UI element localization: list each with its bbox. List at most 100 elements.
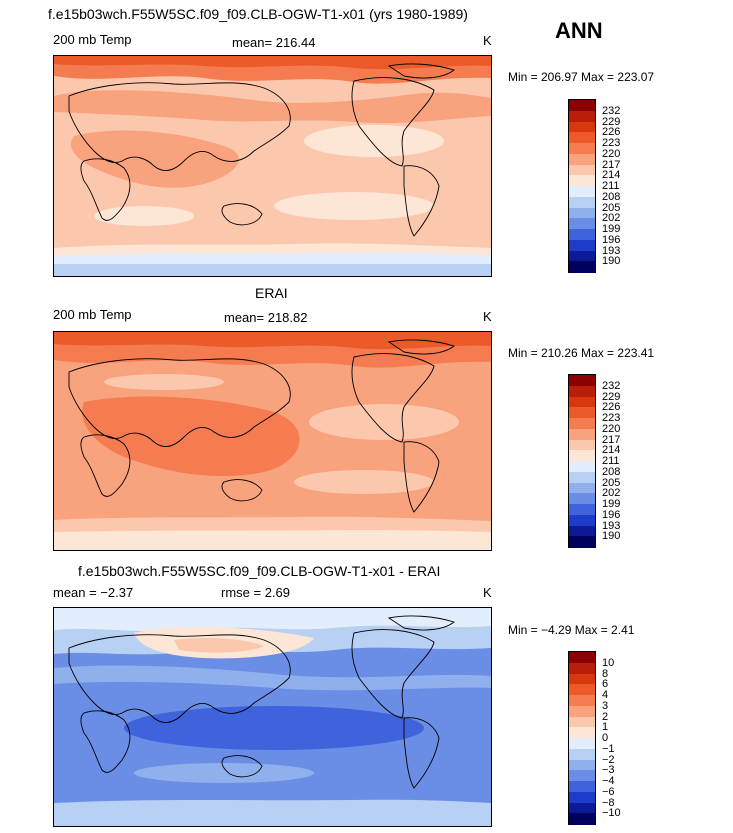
panel1-variable-label: 200 mb Temp (53, 32, 132, 47)
colorbar-tick-label: 190 (602, 255, 621, 268)
colorbar-tick-label: 6 (602, 678, 609, 691)
colorbar-swatch (569, 716, 595, 728)
colorbar-swatch (569, 759, 595, 771)
panel1-map (53, 55, 492, 277)
colorbar-swatch (569, 110, 595, 122)
colorbar-tick-label: −10 (602, 807, 621, 820)
colorbar-swatch (569, 153, 595, 165)
colorbar-swatch (569, 143, 595, 155)
panel2-mean-label: mean= 218.82 (224, 310, 308, 325)
colorbar-tick-label: 232 (602, 379, 621, 392)
panel2-cool-patch-a (309, 404, 459, 440)
colorbar-swatch (569, 727, 595, 739)
colorbar-swatch (569, 461, 595, 473)
colorbar-swatch (569, 738, 595, 750)
colorbar-tick-label: 208 (602, 465, 621, 478)
season-label: ANN (555, 18, 603, 43)
colorbar-tick-label: 4 (602, 689, 609, 701)
panel3-map-svg (54, 608, 491, 826)
colorbar-swatch (569, 428, 595, 440)
panel2-cool-patch-b (294, 470, 434, 494)
colorbar-tick-label: 217 (602, 433, 621, 446)
colorbar-swatch (569, 684, 595, 696)
panel2-variable-label: 200 mb Temp (53, 307, 132, 322)
colorbar-swatch (569, 196, 595, 208)
panel3-colorbar: 10 8 6 4 3 2 1 0 −1 −2 −3 −4 −6 −8 −10 (568, 651, 621, 825)
colorbar-swatch (569, 396, 595, 408)
colorbar-swatch (569, 504, 595, 516)
colorbar-tick-label: 229 (602, 115, 621, 128)
panel1-midlat-band (54, 90, 491, 124)
colorbar-swatch (569, 493, 595, 505)
colorbar-swatch (569, 121, 595, 133)
colorbar-swatch (569, 407, 595, 419)
panel2-map (53, 331, 492, 551)
colorbar-swatch (569, 100, 595, 112)
colorbar-tick-label: 226 (602, 126, 621, 139)
panel2-colorbar: 232 229 226 223 220 217 214 211 208 205 202 199 196 1… (568, 374, 620, 548)
panel1-cool-patch-c (94, 206, 194, 226)
colorbar-swatch (569, 471, 595, 483)
colorbar-tick-label: 220 (602, 422, 621, 435)
colorbar-tick-label: 1 (602, 721, 609, 734)
colorbar-swatch (569, 261, 595, 273)
panel3-coastlines (68, 615, 455, 789)
colorbar-swatch (569, 186, 595, 198)
panel3-map (53, 607, 492, 827)
colorbar-swatch (569, 652, 595, 664)
panel1-polar-band (54, 56, 491, 70)
colorbar-tick-label: 2 (602, 710, 609, 723)
panel2-map-svg (54, 332, 491, 550)
colorbar-tick-label: 211 (602, 455, 620, 467)
colorbar-tick-label: 205 (602, 201, 621, 214)
colorbar-swatch (569, 514, 595, 526)
colorbar-tick-label: 196 (602, 508, 621, 521)
panel2-cool-patch-c (104, 374, 224, 390)
panel1-mean-label: mean= 216.44 (232, 35, 316, 50)
colorbar-swatch (569, 802, 595, 814)
colorbar-tick-label: 208 (602, 190, 621, 203)
colorbar-tick-label: 196 (602, 233, 621, 246)
colorbar-swatch (569, 418, 595, 430)
colorbar-tick-label: 214 (602, 444, 621, 457)
colorbar-swatch (569, 748, 595, 760)
panel1-title: f.e15b03wch.F55W5SC.f09_f09.CLB-OGW-T1-x… (48, 6, 468, 22)
panel3-units-label: K (483, 585, 492, 600)
colorbar-tick-label: 193 (602, 519, 621, 532)
colorbar-swatch (569, 791, 595, 803)
colorbar-swatch (569, 375, 595, 387)
panel2-title: ERAI (255, 285, 288, 301)
panel3-cold-anomaly (124, 706, 424, 750)
panel1-coastlines (68, 63, 455, 237)
panel2-polar-band (54, 332, 491, 350)
panel1-map-svg (54, 56, 491, 276)
panel2-tropical-warm-patch (82, 396, 300, 477)
colorbar-tick-label: −8 (602, 796, 615, 809)
panel3-minmax-label: Min = −4.29 Max = 2.41 (508, 623, 635, 637)
panel3-southern-band (54, 799, 491, 826)
colorbar-tick-label: 217 (602, 158, 621, 171)
colorbar-tick-label: 202 (602, 212, 621, 225)
colorbar-swatch (569, 781, 595, 793)
panel1-colorbar: 232 229 226 223 220 217 214 211 208 205 202 199 196 1… (568, 99, 620, 273)
colorbar-swatch (569, 450, 595, 462)
colorbar-swatch (569, 229, 595, 241)
colorbar-swatch (569, 770, 595, 782)
panel3-warm-anomaly-core (174, 638, 264, 653)
colorbar-swatch (569, 207, 595, 219)
panel1-minmax-label: Min = 206.97 Max = 223.07 (508, 70, 655, 84)
colorbar-tick-label: 229 (602, 390, 621, 403)
colorbar-swatch (569, 525, 595, 537)
colorbar-tick-label: 232 (602, 104, 621, 117)
panel2-antarctic-band (54, 530, 491, 550)
colorbar-swatch (569, 813, 595, 825)
colorbar-tick-label: 0 (602, 732, 609, 744)
panel1-cool-patch-b (274, 192, 434, 220)
colorbar-tick-label: −2 (602, 753, 615, 766)
colorbar-tick-label: 193 (602, 244, 621, 257)
colorbar-tick-label: 8 (602, 667, 609, 680)
colorbar-swatch (569, 482, 595, 494)
colorbar-tick-label: 3 (602, 699, 609, 712)
panel3-mean-label: mean = −2.37 (53, 585, 134, 600)
panel3-midlat-band (54, 665, 491, 691)
